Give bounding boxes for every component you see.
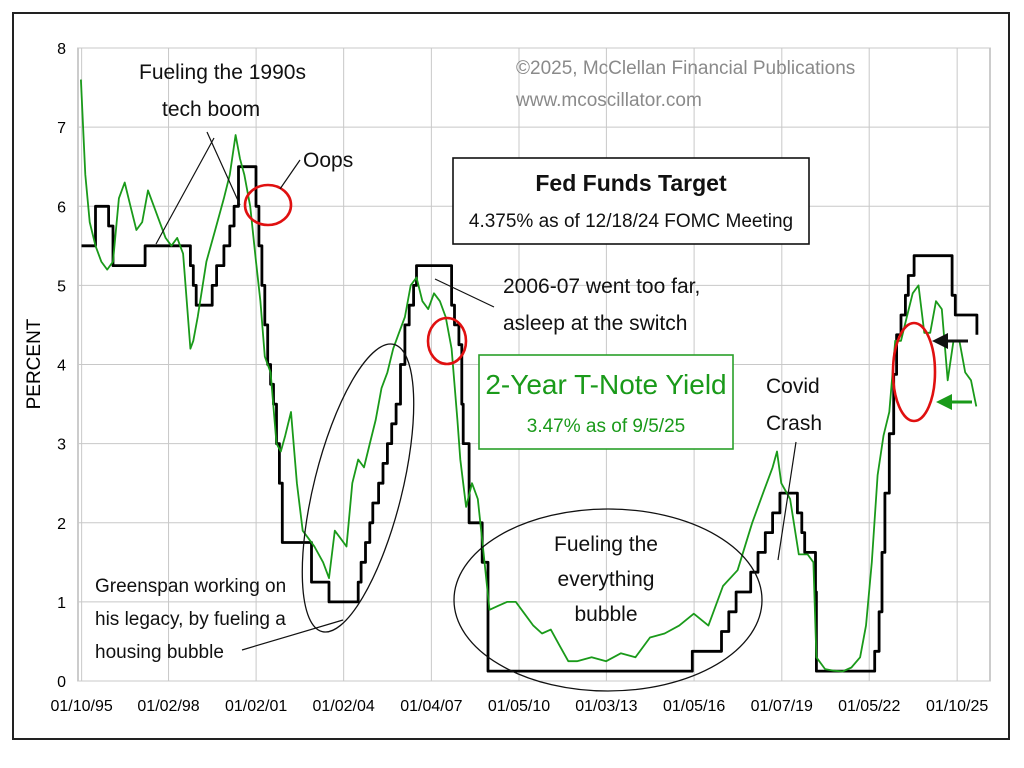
fed-funds-box-title: Fed Funds Target (535, 170, 727, 196)
y-tick-label: 5 (57, 278, 66, 295)
y-tick-label: 7 (57, 120, 66, 137)
fed-funds-box-subtitle: 4.375% as of 12/18/24 FOMC Meeting (469, 211, 793, 232)
grid (78, 47, 990, 682)
x-tick-label: 01/05/10 (488, 698, 550, 715)
copyright-line-2: www.mcoscillator.com (515, 90, 702, 111)
pointer-line (434, 278, 495, 308)
y-tick-label: 8 (57, 41, 66, 58)
annotation-fueling-1990s-1: Fueling the 1990s (139, 61, 306, 84)
fed-funds-box (452, 157, 810, 245)
y-tick-label: 2 (57, 516, 66, 533)
annotation-greenspan-3: housing bubble (95, 642, 224, 663)
annotation-everything-1: Fueling the (554, 533, 658, 556)
annotation-fueling-1990s-2: tech boom (162, 98, 260, 121)
annotation-covid-1: Covid (766, 375, 820, 398)
everything-bubble-ellipse (453, 508, 763, 692)
x-tick-label: 01/04/07 (400, 698, 462, 715)
x-tick-label: 01/02/98 (137, 698, 199, 715)
copyright-line-1: ©2025, McClellan Financial Publications (516, 58, 855, 79)
went-too-far-circle (426, 316, 468, 366)
tnote-yield-series-line (80, 79, 978, 673)
x-tick-label: 01/02/04 (313, 698, 375, 715)
annotation-covid-2: Crash (766, 412, 822, 435)
y-tick-label: 6 (57, 199, 66, 216)
housing-bubble-ellipse (301, 343, 415, 633)
y-tick-label: 4 (57, 358, 66, 375)
pointer-line (777, 441, 797, 561)
x-tick-label: 01/10/25 (926, 698, 988, 715)
tnote-box-title: 2-Year T-Note Yield (485, 369, 726, 400)
x-tick-label: 01/03/13 (575, 698, 637, 715)
recent-circle (891, 321, 937, 423)
pointer-line (155, 137, 215, 245)
annotation-greenspan-1: Greenspan working on (95, 576, 286, 597)
y-axis-label: PERCENT (24, 318, 45, 409)
annotation-went-too-far-2: asleep at the switch (503, 312, 687, 335)
fed-funds-arrow-icon (932, 333, 968, 349)
x-tick-label: 01/07/19 (751, 698, 813, 715)
pointer-line (241, 619, 344, 651)
tnote-arrow-icon (936, 394, 972, 410)
oops-circle (243, 183, 293, 227)
x-tick-label: 01/02/01 (225, 698, 287, 715)
x-tick-label: 01/10/95 (50, 698, 112, 715)
annotation-everything-2: everything (558, 568, 655, 591)
tnote-box (478, 354, 734, 450)
y-tick-label: 3 (57, 437, 66, 454)
annotation-oops: Oops (303, 149, 353, 172)
series-layer (80, 79, 979, 673)
y-tick-label: 1 (57, 595, 66, 612)
x-tick-label: 01/05/22 (838, 698, 900, 715)
fed-funds-series-line (81, 165, 979, 673)
pointer-line (206, 131, 241, 206)
tnote-box-subtitle: 3.47% as of 9/5/25 (527, 416, 685, 437)
x-tick-label: 01/05/16 (663, 698, 725, 715)
y-tick-label: 0 (57, 674, 66, 691)
pointer-line (279, 159, 301, 190)
y-axis: 0 1 2 3 4 5 6 7 8 (57, 41, 66, 691)
x-axis: 01/10/95 01/02/98 01/02/01 01/02/04 01/04/07… (50, 698, 988, 715)
annotation-everything-3: bubble (574, 603, 637, 626)
annotation-greenspan-2: his legacy, by fueling a (95, 609, 286, 630)
annotation-went-too-far-1: 2006-07 went too far, (503, 275, 700, 298)
